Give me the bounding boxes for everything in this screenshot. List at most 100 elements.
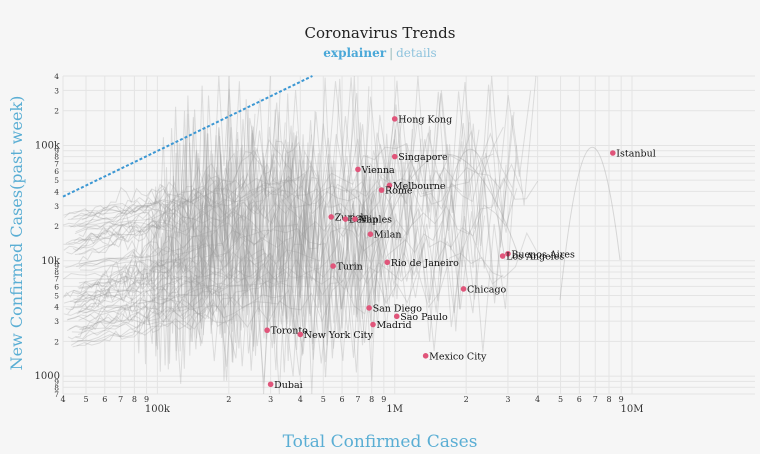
trace-line [77,151,380,321]
y-tick-label: 3 [54,202,59,211]
y-tick-label: 8 [54,383,59,392]
trace-line [559,146,621,301]
city-point[interactable] [328,214,335,220]
city-point[interactable] [378,187,385,193]
city-point[interactable] [393,313,400,320]
city-label: Madrid [376,320,411,331]
city-point[interactable] [505,250,511,257]
city-point[interactable] [342,216,349,222]
x-tick-label: 7 [118,395,123,404]
city-point[interactable] [391,116,398,122]
city-point[interactable] [460,286,467,292]
trace-line [81,199,485,377]
city-label: Melbourne [393,181,446,192]
details-link[interactable]: details [396,46,437,60]
y-tick-label: 6 [54,282,59,291]
trace-line [64,75,271,274]
trace-line [78,176,318,269]
city-point[interactable] [422,353,429,359]
x-tick-label: 5 [558,395,563,404]
city-point[interactable] [267,381,274,388]
city-point[interactable] [384,259,391,266]
x-tick-label: 8 [369,395,374,404]
city-point[interactable] [297,331,304,338]
y-tick-label: 9 [54,377,59,386]
x-tick-label: 2 [226,395,231,404]
city-point[interactable] [386,182,393,189]
trace-line [64,201,253,298]
trace-line [70,153,310,356]
trace-line [72,75,238,295]
trace-line [71,215,281,384]
explainer-link[interactable]: explainer [323,46,387,60]
trace-line [77,252,504,342]
y-tick-label: 2 [54,337,59,346]
trace-line [63,223,340,316]
y-tick-label: 10k [41,256,61,267]
trace-line [65,221,207,310]
trace-line [66,145,518,363]
trace-line [77,153,494,242]
grid-lines [62,75,755,395]
trace-line [78,128,413,342]
trace-line [67,75,515,265]
city-label: San Diego [373,303,423,314]
trace-line [76,178,381,395]
city-point[interactable] [499,253,506,259]
trace-line [66,234,387,332]
trace-line [63,141,507,346]
city-point[interactable] [391,153,398,160]
y-tick-label: 9 [54,147,59,156]
y-tick-label: 8 [54,268,59,277]
city-point[interactable] [352,216,358,222]
city-point[interactable] [366,305,372,311]
city-label: Naples [358,215,392,226]
chart-links: explainer | details [0,46,760,60]
city-label: Hong Kong [398,114,452,125]
city-point[interactable] [355,166,361,173]
city-label: Sao Paulo [400,312,448,323]
x-tick-label: 2 [464,395,469,404]
trace-line [74,158,524,235]
trace-line [67,194,229,372]
city-label: Turin [337,262,363,273]
trace-line [68,151,295,245]
x-tick-label: 4 [298,395,303,404]
trace-line [69,184,371,367]
links-separator: | [389,46,394,60]
trace-line [68,131,298,228]
reference-dashed-line [62,75,313,198]
trace-line [76,220,443,315]
x-tick-label: 9 [144,395,149,404]
city-point[interactable] [370,321,376,328]
y-tick-label: 100k [35,140,61,151]
city-point[interactable] [609,150,616,156]
trace-line [63,75,537,264]
city-label: Toronto [271,326,309,337]
trace-line [72,160,305,321]
trace-line [82,229,539,314]
x-tick-label: 8 [606,395,611,404]
x-tick-label: 5 [321,395,326,404]
trace-line [78,188,518,284]
trace-line [74,224,273,304]
city-point[interactable] [367,231,374,238]
city-point[interactable] [264,327,270,334]
trace-line [79,177,539,271]
trace-line [78,140,305,227]
x-tick-label: 8 [132,395,137,404]
trace-line [73,126,504,217]
x-tick-label: 6 [577,395,582,404]
city-label: Rome [385,186,413,197]
trace-line [74,110,316,296]
x-tick-label: 3 [268,395,273,404]
trace-line [62,185,381,280]
city-point[interactable] [330,263,336,269]
y-tick-label: 3 [54,317,59,326]
trace-line [63,172,462,245]
x-tick-label: 6 [102,395,107,404]
trace-line [77,191,214,364]
